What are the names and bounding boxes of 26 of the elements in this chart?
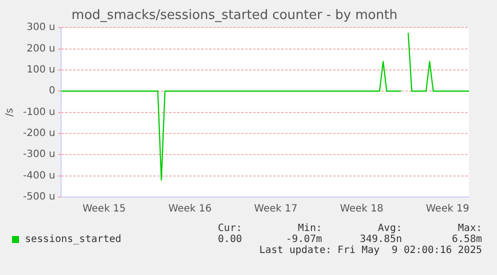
y-tick-label: 0 [48,86,56,97]
text: Avg: [376,223,402,234]
text: 6.58m [450,234,482,245]
x-tick-label: Week 15 [82,204,126,215]
y-tick-label: -200 u [22,128,56,140]
text: Cur: [216,223,242,234]
x-tick-label: Week 16 [168,204,212,215]
y-tick-label: -300 u [22,149,56,160]
text: Last update: Fri May 9 02:00:16 2025 [258,245,482,256]
text: 0.00 [216,234,242,245]
legend-label: sessions_started [25,234,122,245]
y-tick-label: 300 u [26,22,56,34]
x-tick-label: Week 19 [426,204,470,215]
y-tick-label: 100 u [26,64,56,76]
chart-title: mod_smacks/sessions_started counter - by month [72,8,398,24]
text: Max: [456,223,482,234]
y-tick-label: 200 u [26,43,56,54]
x-tick-label: Week 18 [340,204,384,215]
text: -9.07m [284,234,322,245]
text: 349.85n [358,234,402,245]
y-axis-title: /s [4,108,16,117]
text: Min: [296,223,322,234]
y-tick-label: -500 u [22,192,56,203]
y-tick-label: -100 u [22,106,56,118]
x-tick-label: Week 17 [254,204,298,215]
y-tick-label: -400 u [22,170,56,182]
